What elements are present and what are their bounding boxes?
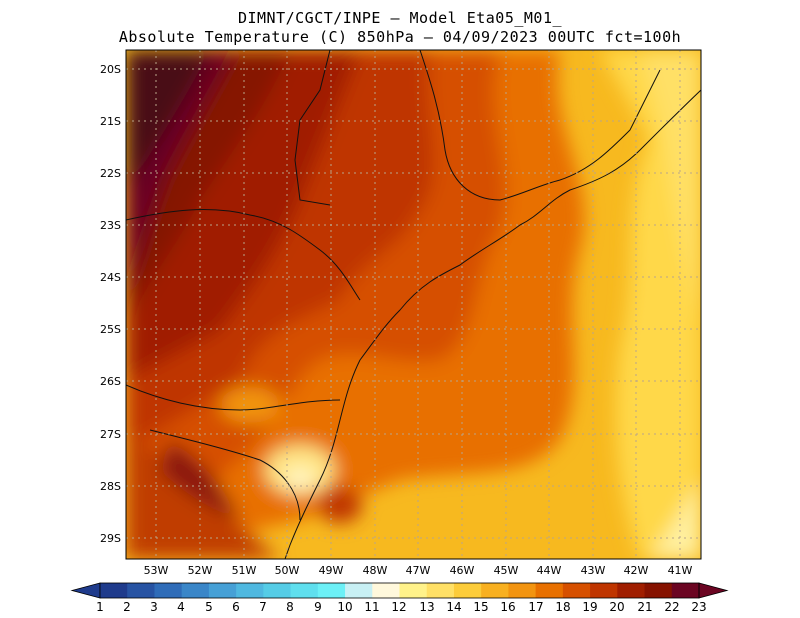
- colorbar-labels: 1 2 3 4 5 6 7 8 9 10 11 12 13 14 15 16 1…: [96, 600, 706, 614]
- colorbar-label: 21: [637, 600, 652, 614]
- lat-tick-label: 24S: [100, 271, 121, 284]
- colorbar-segment: [617, 583, 646, 598]
- colorbar-segment: [481, 583, 509, 598]
- colorbar-label: 4: [177, 600, 185, 614]
- colorbar-label: 11: [364, 600, 379, 614]
- colorbar-segment: [208, 583, 237, 598]
- colorbar-segment: [345, 583, 373, 598]
- colorbar-label: 5: [205, 600, 213, 614]
- colorbar-label: 18: [555, 600, 570, 614]
- colorbar-label: 7: [259, 600, 267, 614]
- colorbar-label: 14: [446, 600, 461, 614]
- lat-tick-label: 21S: [100, 115, 121, 128]
- lat-tick-label: 27S: [100, 428, 121, 441]
- colorbar-label: 9: [314, 600, 322, 614]
- colorbar: [70, 582, 729, 599]
- lat-tick-label: 29S: [100, 532, 121, 545]
- colorbar-segment: [644, 583, 673, 598]
- lat-tick-label: 23S: [100, 219, 121, 232]
- colorbar-label: 3: [150, 600, 158, 614]
- colorbar-label: 23: [691, 600, 706, 614]
- lon-tick-label: 48W: [363, 564, 388, 577]
- title-line-1: DIMNT/CGCT/INPE – Model Eta05_M01_: [237, 9, 563, 27]
- lon-tick-label: 47W: [406, 564, 431, 577]
- lon-tick-label: 45W: [494, 564, 519, 577]
- gridlines: [126, 50, 701, 559]
- lat-tick-label: 20S: [100, 63, 121, 76]
- lat-tick-label: 28S: [100, 480, 121, 493]
- colorbar-segment: [535, 583, 564, 598]
- lon-tick-label: 50W: [275, 564, 300, 577]
- colorbar-segment: [290, 583, 319, 598]
- colorbar-segment: [508, 583, 537, 598]
- colorbar-segment: [426, 583, 455, 598]
- colorbar-label: 19: [582, 600, 597, 614]
- colorbar-label: 6: [232, 600, 240, 614]
- colorbar-segment: [372, 583, 400, 598]
- lat-tick-label: 25S: [100, 323, 121, 336]
- lon-tick-label: 51W: [232, 564, 257, 577]
- title-line-2: Absolute Temperature (C) 850hPa – 04/09/…: [118, 28, 682, 46]
- colorbar-segment: [263, 583, 292, 598]
- colorbar-label: 20: [609, 600, 624, 614]
- colorbar-segment: [590, 583, 618, 598]
- colorbar-label: 12: [391, 600, 406, 614]
- lon-tick-label: 43W: [581, 564, 606, 577]
- lon-tick-label: 52W: [188, 564, 213, 577]
- lon-tick-label: 46W: [450, 564, 475, 577]
- colorbar-segment: [399, 583, 428, 598]
- lat-axis: 20S 21S 22S 23S 24S 25S 26S 27S 28S 29S: [100, 63, 121, 545]
- colorbar-segment: [562, 583, 591, 598]
- lon-axis: 53W 52W 51W 50W 49W 48W 47W 46W 45W 44W …: [144, 564, 693, 577]
- lon-tick-label: 49W: [319, 564, 344, 577]
- lon-tick-label: 41W: [668, 564, 693, 577]
- colorbar-label: 17: [528, 600, 543, 614]
- colorbar-label: 15: [473, 600, 488, 614]
- colorbar-label: 10: [337, 600, 352, 614]
- lon-tick-label: 44W: [537, 564, 562, 577]
- colorbar-segment: [236, 583, 264, 598]
- lat-tick-label: 22S: [100, 167, 121, 180]
- colorbar-segment: [154, 583, 183, 598]
- colorbar-label: 16: [500, 600, 515, 614]
- colorbar-segment: [671, 583, 700, 598]
- colorbar-segment: [181, 583, 210, 598]
- temperature-field: [126, 50, 701, 559]
- colorbar-segment: [453, 583, 482, 598]
- lon-tick-label: 42W: [624, 564, 649, 577]
- colorbar-extend-low: [70, 582, 101, 599]
- colorbar-segment: [100, 583, 128, 598]
- plot-frame: [125, 49, 702, 560]
- colorbar-label: 8: [286, 600, 294, 614]
- lat-tick-label: 26S: [100, 375, 121, 388]
- colorbar-extend-high: [698, 582, 729, 599]
- colorbar-label: 13: [419, 600, 434, 614]
- colorbar-label: 1: [96, 600, 104, 614]
- colorbar-segment: [317, 583, 346, 598]
- colorbar-label: 22: [664, 600, 679, 614]
- colorbar-frame: [99, 582, 700, 599]
- lon-tick-label: 53W: [144, 564, 169, 577]
- colorbar-segment: [127, 583, 155, 598]
- colorbar-label: 2: [123, 600, 131, 614]
